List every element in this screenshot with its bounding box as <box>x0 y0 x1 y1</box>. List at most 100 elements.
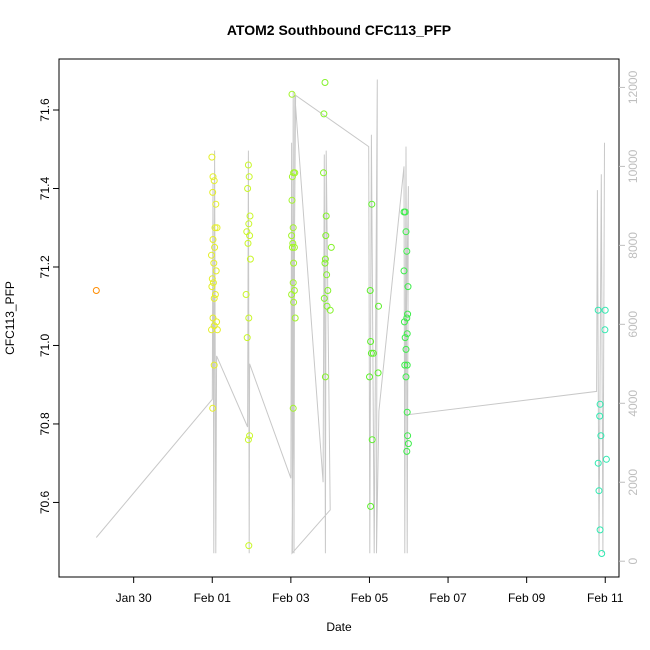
data-point <box>320 110 328 118</box>
data-point <box>209 236 217 243</box>
data-point <box>401 208 409 216</box>
y-tick-label: 71.2 <box>38 255 52 279</box>
data-point <box>402 228 410 236</box>
data-point <box>208 251 215 259</box>
x-tick-label: Feb 03 <box>272 591 310 605</box>
data-point <box>289 279 297 287</box>
data-point <box>367 338 375 345</box>
data-point <box>403 361 411 369</box>
data-point <box>401 361 409 369</box>
data-point <box>209 279 217 287</box>
data-point <box>211 243 219 251</box>
data-point <box>320 169 327 177</box>
y-tick-label: 71.6 <box>38 98 52 122</box>
x-tick-label: Feb 01 <box>194 591 232 605</box>
data-point <box>244 239 252 247</box>
data-point <box>288 291 296 298</box>
data-point <box>209 173 217 181</box>
data-point <box>289 239 297 247</box>
data-point <box>323 271 331 279</box>
data-point <box>210 177 218 185</box>
data-point <box>320 294 328 302</box>
x-tick-label: Feb 07 <box>429 591 467 605</box>
data-point <box>369 349 377 357</box>
x-tick-label: Jan 30 <box>116 591 152 605</box>
data-point <box>209 188 217 196</box>
x-tick-label: Feb 05 <box>351 591 389 605</box>
data-point <box>288 173 296 181</box>
data-point <box>290 298 298 306</box>
data-point <box>322 232 330 240</box>
data-point <box>322 212 330 220</box>
data-point <box>602 455 610 463</box>
y2-tick-label: 6000 <box>626 311 640 338</box>
data-point <box>326 306 334 314</box>
data-point <box>597 432 605 440</box>
data-point <box>404 310 412 318</box>
data-point <box>598 550 606 557</box>
data-point <box>375 302 382 310</box>
plot-frame <box>58 58 620 578</box>
x-axis: Jan 30 Feb 01 Feb 03 Feb 05 Feb 07 Feb 09 Feb … <box>116 577 624 605</box>
y2-tick-label: 10000 <box>626 149 640 183</box>
data-point <box>290 259 298 267</box>
data-point <box>244 161 252 169</box>
data-point <box>210 259 218 267</box>
data-point <box>374 369 382 377</box>
data-point <box>595 487 603 495</box>
data-point <box>209 404 217 412</box>
data-point <box>245 220 253 228</box>
data-point <box>404 440 412 448</box>
data-point <box>208 283 216 291</box>
data-point <box>245 173 253 181</box>
data-point <box>290 169 298 177</box>
data-point <box>210 294 218 302</box>
y-axis-label: CFC113_PFP <box>3 281 17 355</box>
y2-tick-label: 12000 <box>626 70 640 104</box>
data-point <box>211 224 219 232</box>
data-point <box>92 287 100 294</box>
data-point <box>212 267 220 275</box>
data-point <box>244 436 252 444</box>
data-point <box>209 314 217 322</box>
data-point <box>245 542 253 550</box>
y2-tick-label: 4000 <box>626 390 640 417</box>
data-point <box>368 436 376 444</box>
data-point <box>289 404 297 412</box>
secondary-line-layer <box>95 79 605 555</box>
data-point <box>324 287 332 294</box>
data-point <box>321 79 329 86</box>
data-point <box>401 334 409 342</box>
data-point <box>208 153 216 161</box>
data-point <box>210 361 218 369</box>
data-point <box>594 306 602 314</box>
data-point <box>289 224 297 232</box>
data-point <box>400 318 408 326</box>
data-point <box>211 291 219 298</box>
y-tick-label: 71.4 <box>38 176 52 200</box>
chart-title: ATOM2 Southbound CFC113_PFP <box>227 22 451 38</box>
data-point <box>245 314 253 322</box>
y-tick-label: 70.8 <box>38 412 52 436</box>
data-point <box>367 349 375 357</box>
data-point <box>403 330 411 338</box>
x-tick-label: Feb 09 <box>508 591 546 605</box>
data-point <box>288 232 296 240</box>
y2-tick-label: 8000 <box>626 232 640 259</box>
data-point <box>366 373 373 381</box>
data-point <box>246 255 254 263</box>
altitude-line <box>95 79 605 555</box>
data-point <box>368 200 376 208</box>
data-point <box>291 314 299 322</box>
y-tick-label: 71.0 <box>38 333 52 357</box>
data-point <box>404 283 412 291</box>
data-point <box>246 432 254 440</box>
data-point <box>601 306 609 314</box>
x-tick-label: Feb 11 <box>587 591 624 605</box>
data-point <box>403 447 411 455</box>
x-axis-label: Date <box>326 620 352 634</box>
data-point <box>244 185 252 192</box>
data-point <box>400 267 408 275</box>
data-point <box>290 243 298 251</box>
